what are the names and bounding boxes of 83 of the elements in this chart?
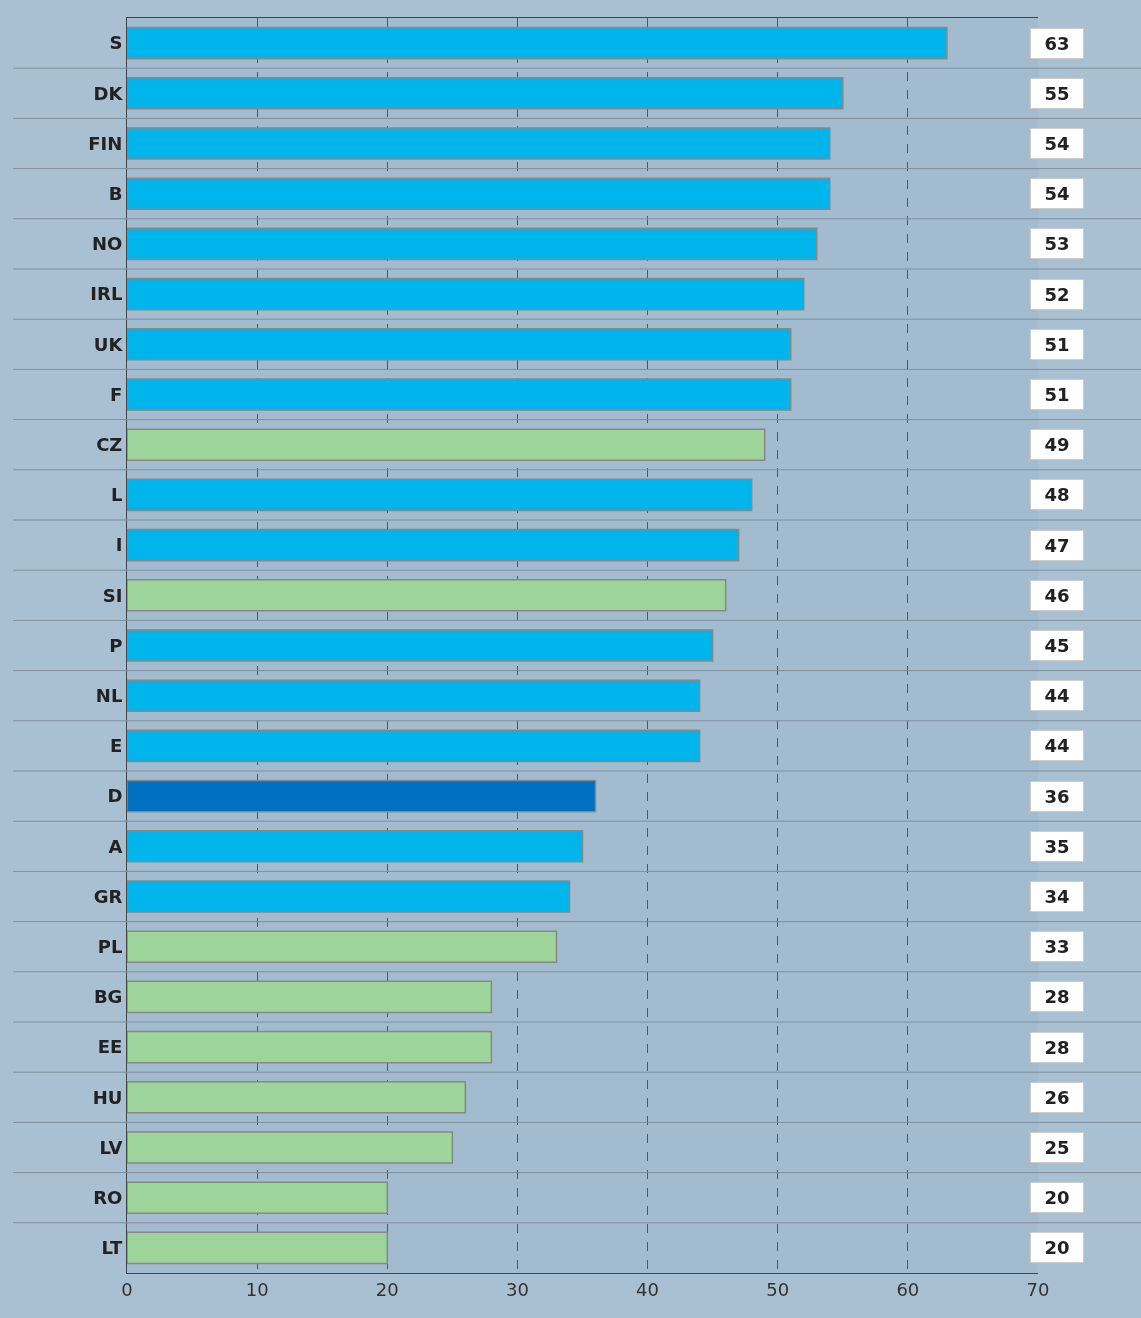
x-tick-label: 30 bbox=[505, 1278, 529, 1300]
bar bbox=[127, 679, 701, 713]
x-tick-label: 10 bbox=[245, 1278, 269, 1300]
y-tick-label: IRL bbox=[90, 283, 123, 305]
y-tick-label: E bbox=[110, 735, 123, 757]
bar bbox=[127, 327, 792, 361]
bar bbox=[127, 26, 948, 60]
data-label: 52 bbox=[1044, 284, 1070, 305]
y-tick-label: EE bbox=[97, 1036, 123, 1058]
data-label: 53 bbox=[1044, 233, 1070, 254]
data-label: 51 bbox=[1044, 334, 1070, 355]
data-label: 26 bbox=[1044, 1087, 1070, 1108]
bar bbox=[127, 177, 831, 211]
x-tick-label: 50 bbox=[766, 1278, 790, 1300]
bar bbox=[127, 829, 584, 863]
bar bbox=[127, 629, 714, 662]
data-label: 55 bbox=[1044, 83, 1070, 104]
bar bbox=[127, 729, 701, 763]
bar bbox=[127, 779, 597, 813]
data-label: 44 bbox=[1044, 735, 1070, 756]
y-tick-label: LV bbox=[99, 1136, 123, 1158]
x-tick-label: 20 bbox=[375, 1278, 399, 1300]
bar bbox=[127, 1080, 467, 1114]
data-label: 34 bbox=[1044, 886, 1070, 907]
bar bbox=[127, 1181, 389, 1215]
y-tick-label: FIN bbox=[88, 132, 123, 154]
y-tick-label: D bbox=[107, 785, 123, 807]
data-label: 54 bbox=[1044, 133, 1070, 154]
data-label: 28 bbox=[1044, 1037, 1070, 1058]
y-tick-label: I bbox=[115, 534, 123, 556]
data-label: 28 bbox=[1044, 986, 1070, 1007]
bar bbox=[127, 1231, 389, 1265]
y-tick-label: HU bbox=[92, 1086, 123, 1108]
data-label: 20 bbox=[1044, 1237, 1070, 1258]
x-tick-label: 0 bbox=[121, 1278, 133, 1300]
x-tick-label: 60 bbox=[896, 1278, 920, 1300]
bar bbox=[127, 127, 831, 160]
data-label: 47 bbox=[1044, 535, 1070, 556]
y-tick-label: L bbox=[110, 484, 123, 506]
bar bbox=[127, 428, 766, 462]
data-label: 35 bbox=[1044, 836, 1070, 857]
y-tick-label: CZ bbox=[96, 434, 123, 455]
y-tick-label: SI bbox=[102, 584, 123, 606]
y-tick-label: B bbox=[108, 183, 123, 204]
bar bbox=[127, 227, 818, 261]
y-tick-label: LT bbox=[101, 1237, 124, 1259]
x-tick-label: 70 bbox=[1026, 1278, 1050, 1300]
data-label: 48 bbox=[1044, 484, 1070, 505]
bar bbox=[127, 578, 727, 612]
y-tick-label: NO bbox=[92, 233, 123, 255]
y-tick-label: F bbox=[110, 383, 123, 405]
y-tick-label: P bbox=[109, 634, 123, 656]
bar bbox=[127, 930, 558, 964]
y-tick-label: RO bbox=[93, 1187, 123, 1208]
y-tick-label: PL bbox=[97, 936, 123, 957]
data-label: 63 bbox=[1044, 33, 1070, 54]
data-label: 51 bbox=[1044, 384, 1070, 405]
data-label: 46 bbox=[1044, 585, 1070, 606]
y-tick-label: GR bbox=[93, 885, 123, 907]
data-label: 25 bbox=[1044, 1137, 1070, 1158]
bar bbox=[127, 378, 792, 411]
bar bbox=[127, 1131, 454, 1164]
y-tick-label: UK bbox=[93, 333, 124, 355]
data-label: 20 bbox=[1044, 1187, 1070, 1208]
y-tick-label: DK bbox=[93, 82, 124, 104]
data-label: 33 bbox=[1044, 936, 1070, 957]
y-tick-label: BG bbox=[93, 986, 123, 1008]
bar bbox=[127, 478, 753, 512]
y-tick-label: S bbox=[109, 32, 123, 54]
bar bbox=[127, 880, 571, 913]
y-tick-label: NL bbox=[95, 685, 123, 706]
bar bbox=[127, 76, 844, 110]
bar bbox=[127, 980, 493, 1014]
x-tick-label: 40 bbox=[636, 1278, 660, 1300]
data-label: 36 bbox=[1044, 786, 1070, 807]
bar bbox=[127, 277, 805, 311]
y-tick-label: A bbox=[108, 835, 123, 857]
data-label: 44 bbox=[1044, 685, 1070, 706]
data-label: 49 bbox=[1044, 434, 1070, 455]
data-label: 45 bbox=[1044, 635, 1070, 656]
data-label: 54 bbox=[1044, 183, 1070, 204]
bar bbox=[127, 528, 740, 562]
bar bbox=[127, 1030, 493, 1064]
